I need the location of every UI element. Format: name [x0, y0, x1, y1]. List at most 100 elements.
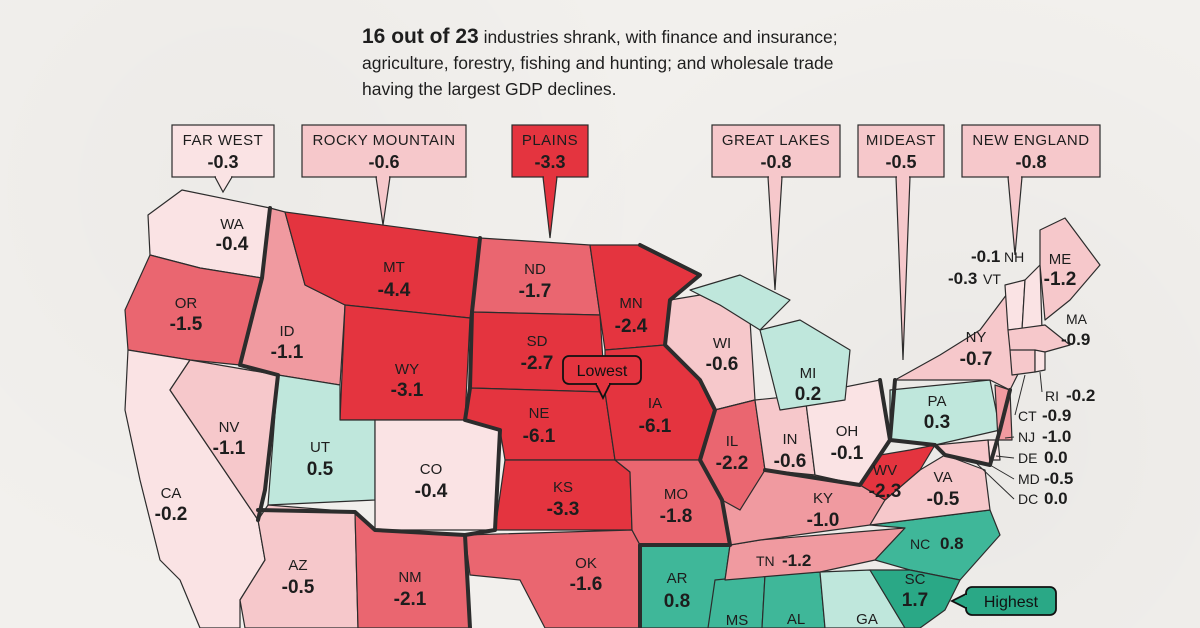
lowest-tag-text: Lowest — [577, 363, 628, 380]
label-nm-value: -2.1 — [394, 589, 427, 610]
state-ct[interactable] — [1009, 349, 1036, 376]
label-ok-name: OK — [575, 555, 597, 572]
label-sd-value: -2.7 — [521, 353, 554, 374]
label-mn-name: MN — [619, 295, 642, 312]
label-id-name: ID — [280, 323, 295, 340]
label-az-value: -0.5 — [282, 577, 315, 598]
label-me-name: ME — [1049, 251, 1072, 268]
region-far-west[interactable]: FAR WEST -0.3 — [171, 124, 275, 194]
label-va-value: -0.5 — [927, 489, 960, 510]
label-il-name: IL — [726, 433, 739, 450]
label-wy-name: WY — [395, 361, 419, 378]
label-nc-name: NC — [910, 536, 930, 552]
label-nd-name: ND — [524, 261, 546, 278]
label-ky-value: -1.0 — [807, 510, 840, 531]
label-dc-name: DC — [1018, 491, 1038, 507]
mideast-border — [888, 378, 1012, 467]
label-md-name: MD — [1018, 471, 1040, 487]
label-md-value: -0.5 — [1044, 469, 1073, 488]
state-me[interactable] — [1039, 217, 1101, 321]
state-ga[interactable] — [819, 569, 906, 628]
label-nc-value: 0.8 — [940, 534, 964, 553]
label-nh-value: -0.1 — [971, 247, 1000, 266]
label-ut-value: 0.5 — [307, 459, 334, 480]
label-or-value: -1.5 — [170, 314, 203, 335]
region-plains[interactable]: PLAINS -3.3 — [511, 124, 589, 239]
label-ne-name: NE — [529, 405, 550, 422]
label-wi-name: WI — [713, 335, 731, 352]
label-ks-name: KS — [553, 479, 573, 496]
label-vt-name: VT — [983, 271, 1001, 287]
label-ia-name: IA — [648, 395, 662, 412]
state-ny[interactable] — [894, 289, 1021, 391]
state-ri[interactable] — [1034, 349, 1046, 373]
region-rocky-mountain[interactable]: ROCKY MOUNTAIN -0.6 — [301, 124, 467, 226]
label-ny-value: -0.7 — [960, 349, 993, 370]
label-sc-value: 1.7 — [902, 590, 928, 611]
label-mo-value: -1.8 — [660, 506, 693, 527]
state-mi-up[interactable] — [689, 274, 791, 331]
region-far-west-value: -0.3 — [207, 152, 238, 172]
state-or[interactable] — [124, 254, 263, 366]
highest-tag-text: Highest — [984, 594, 1039, 611]
label-ms-name: MS — [726, 612, 749, 628]
region-far-west-name: FAR WEST — [183, 132, 264, 149]
state-nh[interactable] — [1021, 264, 1043, 331]
label-mn-value: -2.4 — [615, 316, 648, 337]
label-id-value: -1.1 — [271, 342, 304, 363]
region-great-lakes[interactable]: GREAT LAKES -0.8 — [711, 124, 841, 291]
label-or-name: OR — [175, 295, 198, 312]
region-new-england[interactable]: NEW ENGLAND -0.8 — [961, 124, 1101, 256]
headline-rest: industries shrank, with finance and insu… — [362, 27, 838, 99]
label-ma-value: -0.9 — [1061, 330, 1090, 349]
region-mideast-value: -0.5 — [885, 152, 916, 172]
label-ri-name: RI — [1045, 388, 1059, 404]
state-ok[interactable] — [464, 529, 641, 628]
label-wa-name: WA — [220, 216, 244, 233]
state-mi[interactable] — [759, 319, 851, 411]
region-new-england-name: NEW ENGLAND — [972, 132, 1089, 149]
region-plains-value: -3.3 — [534, 152, 565, 172]
southwest-north-border — [256, 508, 467, 537]
label-pa-name: PA — [928, 393, 947, 410]
region-mideast-name: MIDEAST — [866, 132, 936, 149]
label-az-name: AZ — [288, 557, 307, 574]
highest-tag: Highest — [949, 586, 1057, 616]
label-mi-value: 0.2 — [795, 384, 821, 405]
label-nd-value: -1.7 — [519, 281, 552, 302]
label-wa-value: -0.4 — [216, 234, 249, 255]
label-ky-name: KY — [813, 490, 833, 507]
label-ri-value: -0.2 — [1066, 386, 1095, 405]
label-ca-name: CA — [161, 485, 182, 502]
label-vt-value: -0.3 — [948, 269, 977, 288]
region-mideast[interactable]: MIDEAST -0.5 — [857, 124, 945, 361]
label-tn-value: -1.2 — [782, 551, 811, 570]
region-rocky-mountain-value: -0.6 — [368, 152, 399, 172]
label-co-name: CO — [420, 461, 443, 478]
label-ia-value: -6.1 — [639, 416, 672, 437]
lowest-tag: Lowest — [562, 355, 642, 401]
label-wi-value: -0.6 — [706, 354, 739, 375]
label-ok-value: -1.6 — [570, 574, 603, 595]
label-in-value: -0.6 — [774, 451, 807, 472]
far-west-border — [238, 206, 280, 522]
label-co-value: -0.4 — [415, 481, 448, 502]
state-ma[interactable] — [1007, 324, 1071, 353]
state-sc[interactable] — [869, 569, 961, 628]
leader-nj — [1004, 436, 1015, 439]
label-ar-name: AR — [667, 570, 688, 587]
plains-east-border — [638, 243, 732, 628]
label-wy-value: -3.1 — [391, 380, 424, 401]
label-sd-name: SD — [527, 333, 548, 350]
label-il-value: -2.2 — [716, 453, 749, 474]
label-oh-name: OH — [836, 423, 859, 440]
label-ks-value: -3.3 — [547, 499, 580, 520]
label-me-value: -1.2 — [1044, 269, 1077, 290]
label-oh-value: -0.1 — [831, 443, 864, 464]
region-new-england-value: -0.8 — [1015, 152, 1046, 172]
rocky-plains-border — [463, 236, 502, 628]
headline: 16 out of 23 industries shrank, with fin… — [362, 24, 862, 102]
label-mo-name: MO — [664, 486, 688, 503]
label-ca-value: -0.2 — [155, 504, 188, 525]
